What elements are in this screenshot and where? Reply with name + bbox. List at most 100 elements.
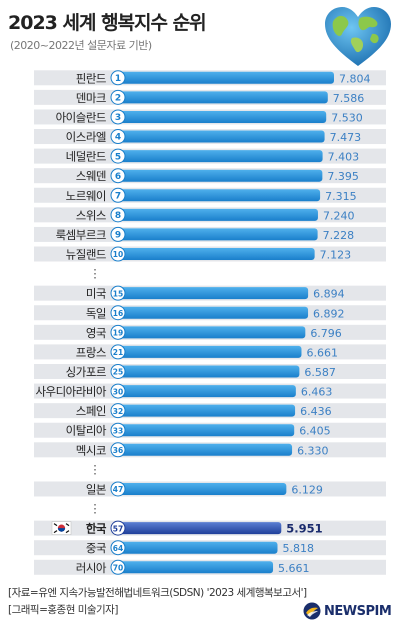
country-name: 일본: [86, 482, 106, 496]
country-name: 덴마크: [76, 91, 106, 105]
country-name: 사우디아라비아: [35, 385, 106, 399]
country-name: 러시아: [76, 561, 107, 575]
value-label: 7.586: [333, 92, 365, 105]
rank-number: 9: [115, 231, 121, 241]
rank-badge: [110, 187, 126, 203]
value-label: 7.228: [323, 229, 355, 242]
value-label: 6.330: [297, 444, 329, 457]
rank-badge: [110, 129, 126, 145]
rank-number: 10: [113, 250, 123, 259]
rank-number: 4: [115, 133, 121, 143]
country-name: 노르웨이: [66, 189, 106, 203]
country-name: 이탈리아: [66, 424, 107, 438]
bar: [112, 326, 306, 339]
korea-flag-emblem-lower: [57, 528, 66, 532]
bar: [112, 482, 287, 495]
country-name: 스페인: [76, 404, 106, 418]
country-name: 뉴질랜드: [66, 248, 106, 262]
country-name: 독일: [86, 306, 106, 320]
rank-badge: [110, 148, 126, 164]
rank-badge: [110, 89, 126, 105]
newspim-logo: NEWSPIM: [303, 602, 392, 620]
bar: [112, 541, 278, 554]
bar: [112, 71, 334, 84]
bar: [112, 522, 282, 535]
bar: [112, 424, 295, 437]
rank-number: 32: [113, 407, 123, 416]
rank-badge: [110, 540, 126, 556]
source-note: [자료=유엔 지속가능발전해법네트워크(SDSN) '2023 세계행복보고서'…: [8, 587, 307, 599]
rank-badge: [110, 422, 126, 438]
bar: [112, 443, 293, 456]
rank-number: 21: [113, 348, 123, 357]
rank-number: 2: [115, 94, 121, 104]
value-label: 7.530: [331, 111, 363, 124]
value-label: 6.894: [313, 288, 345, 301]
country-name: 네덜란드: [66, 150, 106, 164]
rank-badge: [110, 383, 126, 399]
bar: [112, 208, 318, 221]
country-name: 아이슬란드: [56, 110, 106, 124]
row-gap-label: ⋮: [89, 502, 101, 516]
rank-number: 57: [113, 524, 123, 533]
rank-number: 7: [115, 191, 121, 201]
rank-number: 70: [113, 563, 123, 572]
bar: [112, 287, 309, 300]
value-label: 6.129: [291, 483, 323, 496]
bar: [112, 189, 321, 202]
bar: [112, 385, 296, 398]
rank-badge: [110, 520, 126, 536]
newspim-logo-icon: [303, 602, 321, 620]
rank-number: 3: [115, 113, 121, 123]
value-label: 6.661: [306, 346, 338, 359]
value-label: 6.587: [304, 366, 336, 379]
bar: [112, 91, 328, 104]
country-name: 프랑스: [76, 345, 106, 359]
country-name: 멕시코: [76, 443, 106, 457]
rank-badge: [110, 226, 126, 242]
rank-badge: [110, 324, 126, 340]
bar: [112, 404, 296, 417]
rank-number: 64: [113, 544, 123, 553]
bar: [112, 561, 274, 574]
value-label: 7.395: [327, 170, 359, 183]
value-label: 6.405: [299, 425, 331, 438]
bar: [112, 228, 318, 241]
bar: [112, 248, 315, 261]
rank-number: 25: [113, 368, 123, 377]
country-name: 미국: [86, 287, 106, 301]
rank-badge: [110, 559, 126, 575]
bar: [112, 110, 327, 123]
bar: [112, 130, 325, 143]
rank-badge: [110, 109, 126, 125]
bar: [112, 365, 300, 378]
rank-number: 36: [113, 446, 123, 455]
value-label: 5.951: [286, 522, 322, 536]
rank-number: 33: [113, 426, 123, 435]
rank-badge: [110, 403, 126, 419]
value-label: 6.892: [313, 307, 345, 320]
country-name: 스웨덴: [76, 169, 106, 183]
row-gap-label: ⋮: [89, 267, 101, 281]
newspim-logo-text: NEWSPIM: [324, 603, 392, 619]
credit-note: [그래픽=홍종현 미술기자]: [8, 604, 118, 616]
value-label: 7.123: [320, 249, 352, 262]
value-label: 7.403: [328, 151, 360, 164]
value-label: 7.473: [330, 131, 362, 144]
country-name: 영국: [86, 326, 106, 340]
country-name: 스위스: [76, 208, 106, 222]
country-name: 한국: [86, 522, 107, 536]
country-name: 이스라엘: [66, 130, 106, 144]
rank-number: 6: [115, 172, 121, 182]
rank-badge: [110, 344, 126, 360]
value-label: 6.796: [310, 327, 342, 340]
value-label: 7.804: [339, 72, 371, 85]
value-label: 7.315: [325, 190, 357, 203]
bar: [112, 345, 302, 358]
footer: [자료=유엔 지속가능발전해법네트워크(SDSN) '2023 세계행복보고서'…: [8, 585, 307, 619]
rank-number: 16: [113, 309, 123, 318]
rank-badge: [110, 481, 126, 497]
bar: [112, 169, 323, 182]
rank-number: 30: [113, 387, 123, 396]
